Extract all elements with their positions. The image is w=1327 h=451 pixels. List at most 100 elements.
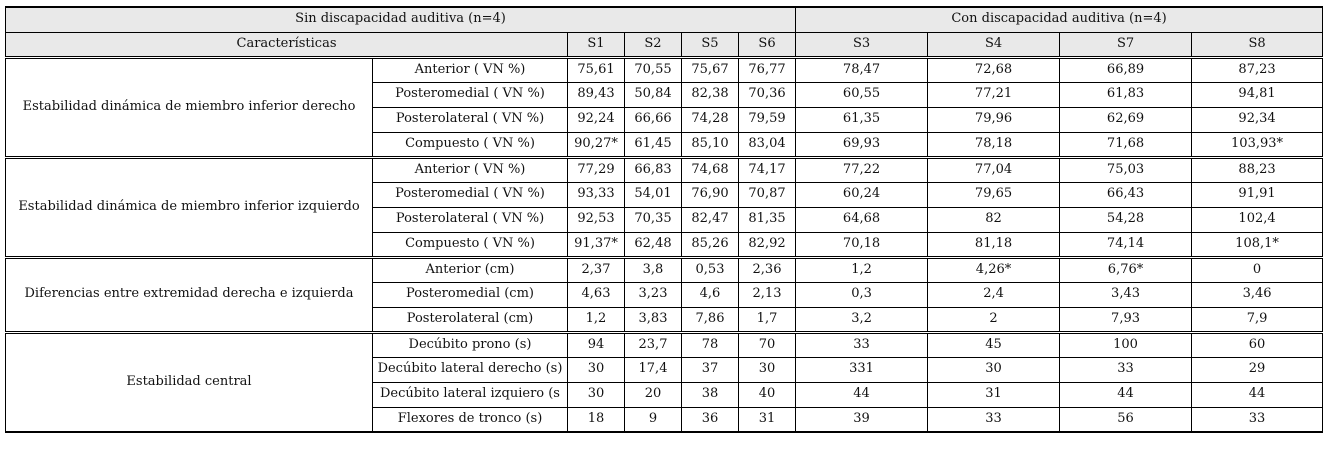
value-cell: 83,04 — [737, 131, 797, 158]
value-cell: 60,24 — [795, 181, 929, 208]
value-cell: 0 — [1191, 255, 1324, 283]
value-cell: 78,18 — [927, 131, 1061, 158]
value-cell: 77,21 — [927, 81, 1061, 108]
value-cell: 70,36 — [737, 81, 797, 108]
value-cell: 85,10 — [681, 131, 739, 158]
value-cell: 74,14 — [1059, 231, 1193, 258]
measure-cell: Posterolateral (cm) — [372, 306, 568, 333]
value-cell: 75,03 — [1059, 155, 1193, 183]
measure-cell: Decúbito lateral izquiero (s — [372, 381, 568, 408]
value-cell: 90,27* — [567, 131, 625, 158]
group-header-left: Sin discapacidad auditiva (n=4) — [4, 6, 797, 33]
measure-cell: Posteromedial ( VN %) — [372, 81, 568, 108]
value-cell: 60 — [1191, 330, 1324, 358]
value-cell: 70,35 — [624, 206, 682, 233]
value-cell: 2,36 — [737, 255, 797, 283]
table-row: Compuesto ( VN %) 90,27* 61,45 85,10 83,04 69… — [6, 131, 1324, 158]
value-cell: 74,17 — [737, 155, 797, 183]
value-cell: 1,7 — [737, 306, 797, 333]
value-cell: 3,23 — [624, 281, 682, 308]
measure-cell: Compuesto ( VN %) — [372, 131, 568, 158]
value-cell: 93,33 — [567, 181, 625, 208]
value-cell: 89,43 — [567, 81, 625, 108]
value-cell: 7,9 — [1191, 306, 1324, 333]
table-row: Compuesto ( VN %) 91,37* 62,48 85,26 82,92 70… — [6, 231, 1324, 258]
value-cell: 74,28 — [681, 106, 739, 133]
value-cell: 76,77 — [737, 55, 797, 83]
value-cell: 66,43 — [1059, 181, 1193, 208]
value-cell: 2 — [927, 306, 1061, 333]
characteristics-header: Características — [5, 31, 568, 58]
table-row: Posterolateral ( VN %) 92,53 70,35 82,47 81,… — [6, 206, 1324, 233]
value-cell: 4,6 — [681, 281, 739, 308]
value-cell: 61,83 — [1059, 81, 1193, 108]
value-cell: 39 — [795, 406, 929, 433]
value-cell: 31 — [737, 406, 797, 433]
table-row: Posteromedial (cm) 4,63 3,23 4,6 2,13 0,3 2,4 3… — [6, 281, 1324, 308]
value-cell: 78,47 — [795, 55, 929, 83]
value-cell: 82 — [927, 206, 1061, 233]
value-cell: 2,4 — [927, 281, 1061, 308]
value-cell: 72,68 — [927, 55, 1061, 83]
table-row: Diferencias entre extremidad derecha e i… — [5, 255, 1324, 333]
value-cell: 61,35 — [795, 106, 929, 133]
subject-column-header: S4 — [927, 31, 1061, 58]
value-cell: 70,55 — [624, 55, 682, 83]
value-cell: 33 — [1059, 356, 1193, 383]
value-cell: 102,4 — [1191, 206, 1324, 233]
value-cell: 3,46 — [1191, 281, 1324, 308]
category-cell: Estabilidad dinámica de miembro inferior… — [5, 55, 373, 158]
value-cell: 64,68 — [795, 206, 929, 233]
value-cell: 91,37* — [567, 231, 625, 258]
table-row: Estabilidad dinámica de miembro inferior… — [5, 55, 1324, 158]
value-cell: 0,3 — [795, 281, 929, 308]
subject-column-header: S1 — [567, 31, 625, 58]
value-cell: 82,47 — [681, 206, 739, 233]
value-cell: 50,84 — [624, 81, 682, 108]
measure-cell: Anterior ( VN %) — [372, 155, 568, 183]
measure-cell: Flexores de tronco (s) — [372, 406, 568, 433]
value-cell: 70 — [737, 330, 797, 358]
table-row: Decúbito lateral izquiero (s 30 20 38 40 44 31… — [6, 381, 1324, 408]
value-cell: 1,2 — [567, 306, 625, 333]
value-cell: 23,7 — [624, 330, 682, 358]
value-cell: 92,53 — [567, 206, 625, 233]
value-cell: 30 — [567, 356, 625, 383]
subject-column-header: S8 — [1191, 31, 1324, 58]
value-cell: 100 — [1059, 330, 1193, 358]
value-cell: 81,35 — [737, 206, 797, 233]
measure-cell: Compuesto ( VN %) — [372, 231, 568, 258]
table-row: Estabilidad central Decúbito prono (s) 94 2… — [5, 330, 1324, 433]
value-cell: 71,68 — [1059, 131, 1193, 158]
table-row: Decúbito lateral derecho (s) 30 17,4 37 30 33… — [6, 356, 1324, 383]
value-cell: 44 — [1191, 381, 1324, 408]
value-cell: 3,2 — [795, 306, 929, 333]
subject-column-header: S5 — [681, 31, 739, 58]
value-cell: 17,4 — [624, 356, 682, 383]
value-cell: 69,93 — [795, 131, 929, 158]
value-cell: 74,68 — [681, 155, 739, 183]
value-cell: 331 — [795, 356, 929, 383]
value-cell: 44 — [1059, 381, 1193, 408]
group-header-right: Con discapacidad auditiva (n=4) — [795, 6, 1324, 33]
value-cell: 54,01 — [624, 181, 682, 208]
value-cell: 66,89 — [1059, 55, 1193, 83]
value-cell: 79,59 — [737, 106, 797, 133]
value-cell: 79,96 — [927, 106, 1061, 133]
value-cell: 36 — [681, 406, 739, 433]
value-cell: 30 — [737, 356, 797, 383]
value-cell: 87,23 — [1191, 55, 1324, 83]
subject-column-header: S3 — [795, 31, 929, 58]
category-cell: Estabilidad dinámica de miembro inferior… — [5, 155, 373, 258]
group-header-row: Sin discapacidad auditiva (n=4) Con disc… — [4, 6, 1324, 33]
measure-cell: Posteromedial ( VN %) — [372, 181, 568, 208]
value-cell: 75,61 — [567, 55, 625, 83]
value-cell: 70,87 — [737, 181, 797, 208]
value-cell: 60,55 — [795, 81, 929, 108]
value-cell: 40 — [737, 381, 797, 408]
value-cell: 1,2 — [795, 255, 929, 283]
measure-cell: Posteromedial (cm) — [372, 281, 568, 308]
value-cell: 61,45 — [624, 131, 682, 158]
value-cell: 18 — [567, 406, 625, 433]
measure-cell: Decúbito prono (s) — [372, 330, 568, 358]
